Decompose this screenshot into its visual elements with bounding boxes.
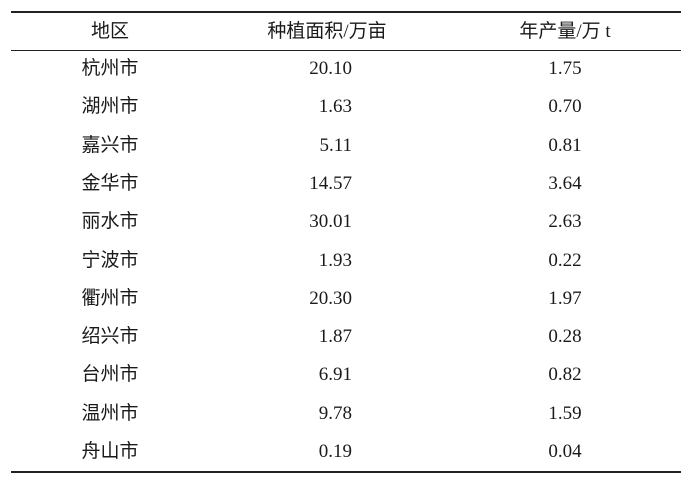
region-cell: 台州市 bbox=[81, 364, 139, 386]
yield-cell: 0.22 bbox=[548, 249, 582, 271]
region-cell: 湖州市 bbox=[81, 96, 139, 118]
yield-cell: 0.28 bbox=[548, 326, 582, 348]
yield-cell: 0.70 bbox=[548, 96, 582, 118]
area-cell: 30.01 bbox=[309, 211, 352, 233]
area-cell: 1.93 bbox=[318, 249, 352, 271]
yield-cell: 1.97 bbox=[548, 287, 582, 309]
top-rule bbox=[11, 11, 681, 13]
yield-cell: 0.81 bbox=[548, 134, 582, 156]
region-cell: 绍兴市 bbox=[81, 326, 139, 348]
area-cell: 0.19 bbox=[318, 441, 352, 462]
yield-cell: 2.63 bbox=[548, 211, 582, 233]
yield-cell: 0.82 bbox=[548, 364, 582, 386]
header-rule bbox=[11, 50, 681, 51]
region-cell: 衢州市 bbox=[81, 287, 139, 309]
yield-cell: 1.59 bbox=[548, 402, 582, 424]
header-cell: 地区 bbox=[90, 21, 129, 42]
region-cell: 宁波市 bbox=[81, 249, 139, 271]
region-cell: 舟山市 bbox=[81, 441, 139, 462]
area-cell: 20.30 bbox=[309, 287, 352, 309]
yield-cell: 1.75 bbox=[548, 58, 582, 79]
bottom-rule bbox=[11, 471, 681, 473]
area-cell: 1.63 bbox=[318, 96, 352, 118]
region-cell: 温州市 bbox=[81, 402, 139, 424]
header-cell: 种植面积/万亩 bbox=[267, 21, 387, 42]
area-cell: 9.78 bbox=[318, 402, 352, 424]
yield-cell: 0.04 bbox=[548, 441, 582, 462]
region-cell: 丽水市 bbox=[81, 211, 139, 233]
area-cell: 20.10 bbox=[309, 58, 352, 79]
header-cell: 年产量/万 t bbox=[519, 21, 611, 42]
region-cell: 金华市 bbox=[81, 172, 139, 194]
region-cell: 杭州市 bbox=[81, 58, 139, 79]
area-cell: 1.87 bbox=[318, 326, 352, 348]
area-cell: 14.57 bbox=[309, 172, 352, 194]
yield-cell: 3.64 bbox=[548, 172, 582, 194]
area-cell: 5.11 bbox=[319, 134, 352, 156]
region-cell: 嘉兴市 bbox=[81, 134, 139, 156]
area-cell: 6.91 bbox=[318, 364, 352, 386]
